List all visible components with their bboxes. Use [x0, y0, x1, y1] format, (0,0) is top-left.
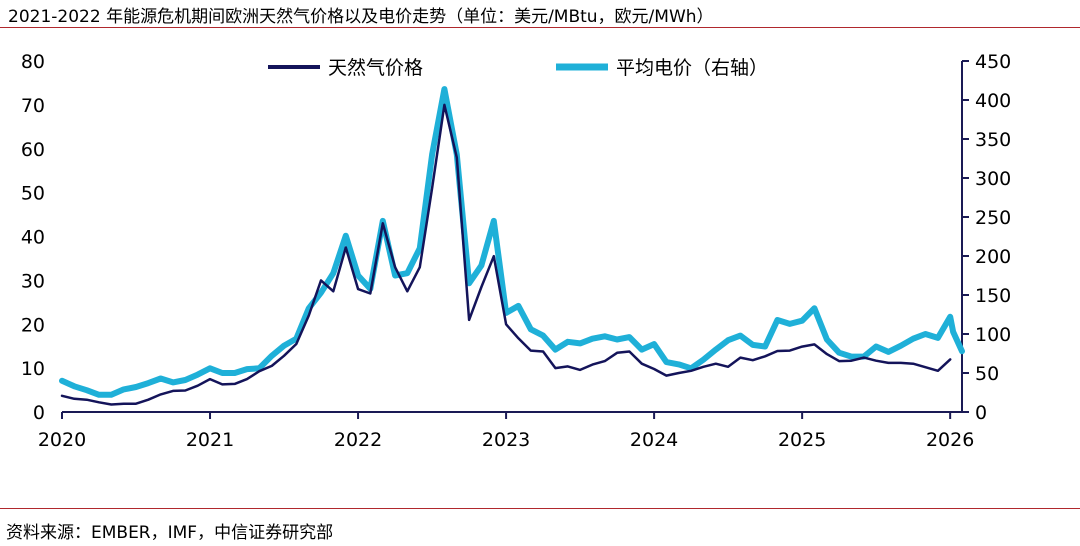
source-note: 资料来源：EMBER，IMF，中信证券研究部 — [6, 523, 334, 543]
left-y-tick-label: 10 — [21, 358, 45, 380]
legend-gas-label: 天然气价格 — [328, 57, 423, 79]
x-tick-label: 2022 — [334, 429, 382, 451]
gas-price-line — [60, 103, 952, 406]
left-y-tick-label: 50 — [21, 183, 45, 205]
right-y-tick-label: 200 — [975, 246, 1011, 268]
title-divider — [0, 27, 1080, 28]
left-y-tick-label: 80 — [21, 51, 45, 73]
x-tick-label: 2024 — [630, 429, 678, 451]
right-y-tick-label: 350 — [975, 129, 1011, 151]
left-y-tick-label: 40 — [21, 227, 45, 249]
x-tick-label: 2026 — [926, 429, 974, 451]
left-y-tick-label: 70 — [21, 95, 45, 117]
line-chart: 0 10 20 30 40 50 60 70 80 0 50 100 150 200 250 300 350 40… — [21, 51, 1011, 451]
right-y-tick-label: 150 — [975, 285, 1011, 307]
right-y-tick-label: 300 — [975, 168, 1011, 190]
x-tick-label: 2025 — [778, 429, 826, 451]
right-y-tick-label: 400 — [975, 90, 1011, 112]
chart-title: 2021-2022 年能源危机期间欧洲天然气价格以及电价走势（单位：美元/MBt… — [8, 7, 714, 27]
left-y-tick-label: 0 — [33, 402, 45, 424]
right-y-tick-label: 0 — [975, 402, 987, 424]
footer-divider — [0, 508, 1080, 509]
axes-layer: 0 10 20 30 40 50 60 70 80 0 50 100 150 200 250 300 350 40… — [21, 51, 1011, 451]
right-y-tick-label: 50 — [975, 363, 999, 385]
power-price-line — [59, 86, 965, 398]
x-tick-label: 2023 — [482, 429, 530, 451]
x-tick-label: 2020 — [38, 429, 86, 451]
x-tick-label: 2021 — [186, 429, 234, 451]
left-y-tick-label: 60 — [21, 139, 45, 161]
right-y-tick-label: 250 — [975, 207, 1011, 229]
right-y-tick-label: 450 — [975, 51, 1011, 73]
left-y-tick-label: 30 — [21, 270, 45, 292]
legend-power-label: 平均电价（右轴） — [616, 57, 768, 79]
legend: 天然气价格 平均电价（右轴） — [268, 57, 768, 79]
series-layer — [59, 86, 965, 406]
left-y-tick-label: 20 — [21, 314, 45, 336]
right-y-tick-label: 100 — [975, 324, 1011, 346]
